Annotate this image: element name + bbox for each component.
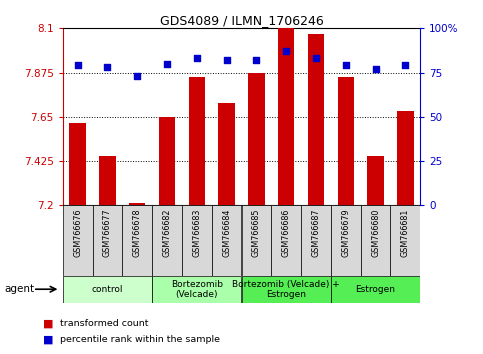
Bar: [218, 103, 235, 205]
Text: GSM766682: GSM766682: [163, 209, 171, 257]
Bar: [242, 276, 331, 303]
Text: GSM766678: GSM766678: [133, 209, 142, 257]
Text: GSM766683: GSM766683: [192, 209, 201, 257]
Point: [282, 48, 290, 54]
Bar: [331, 205, 361, 276]
Point: [104, 64, 112, 70]
Point: [342, 63, 350, 68]
Text: Bortezomib
(Velcade): Bortezomib (Velcade): [171, 280, 223, 299]
Text: ■: ■: [43, 335, 54, 345]
Text: percentile rank within the sample: percentile rank within the sample: [60, 335, 220, 344]
Bar: [271, 205, 301, 276]
Text: GSM766686: GSM766686: [282, 209, 291, 257]
Bar: [242, 205, 271, 276]
Bar: [70, 123, 86, 205]
Bar: [93, 205, 122, 276]
Text: GSM766685: GSM766685: [252, 209, 261, 257]
Bar: [278, 28, 294, 205]
Bar: [301, 205, 331, 276]
Text: GSM766680: GSM766680: [371, 209, 380, 257]
Point: [74, 63, 82, 68]
Text: GSM766677: GSM766677: [103, 209, 112, 257]
Bar: [159, 117, 175, 205]
Text: control: control: [92, 285, 123, 294]
Point: [163, 61, 171, 67]
Bar: [248, 73, 265, 205]
Bar: [63, 276, 152, 303]
Bar: [129, 203, 145, 205]
Text: ■: ■: [43, 319, 54, 329]
Point: [312, 56, 320, 61]
Bar: [331, 276, 420, 303]
Title: GDS4089 / ILMN_1706246: GDS4089 / ILMN_1706246: [159, 14, 324, 27]
Point: [253, 57, 260, 63]
Point: [372, 66, 380, 72]
Text: Bortezomib (Velcade) +
Estrogen: Bortezomib (Velcade) + Estrogen: [232, 280, 340, 299]
Text: agent: agent: [5, 284, 35, 294]
Text: GSM766687: GSM766687: [312, 209, 320, 257]
Point: [193, 56, 201, 61]
Bar: [152, 205, 182, 276]
Bar: [308, 34, 324, 205]
Bar: [152, 276, 242, 303]
Bar: [368, 156, 384, 205]
Point: [223, 57, 230, 63]
Text: transformed count: transformed count: [60, 319, 149, 329]
Bar: [182, 205, 212, 276]
Bar: [361, 205, 390, 276]
Text: GSM766676: GSM766676: [73, 209, 82, 257]
Text: GSM766684: GSM766684: [222, 209, 231, 257]
Text: GSM766681: GSM766681: [401, 209, 410, 257]
Text: Estrogen: Estrogen: [355, 285, 396, 294]
Text: GSM766679: GSM766679: [341, 209, 350, 257]
Bar: [189, 78, 205, 205]
Point: [401, 63, 409, 68]
Bar: [122, 205, 152, 276]
Bar: [99, 156, 115, 205]
Bar: [212, 205, 242, 276]
Point: [133, 73, 141, 79]
Bar: [338, 78, 354, 205]
Bar: [63, 205, 93, 276]
Bar: [397, 111, 413, 205]
Bar: [390, 205, 420, 276]
